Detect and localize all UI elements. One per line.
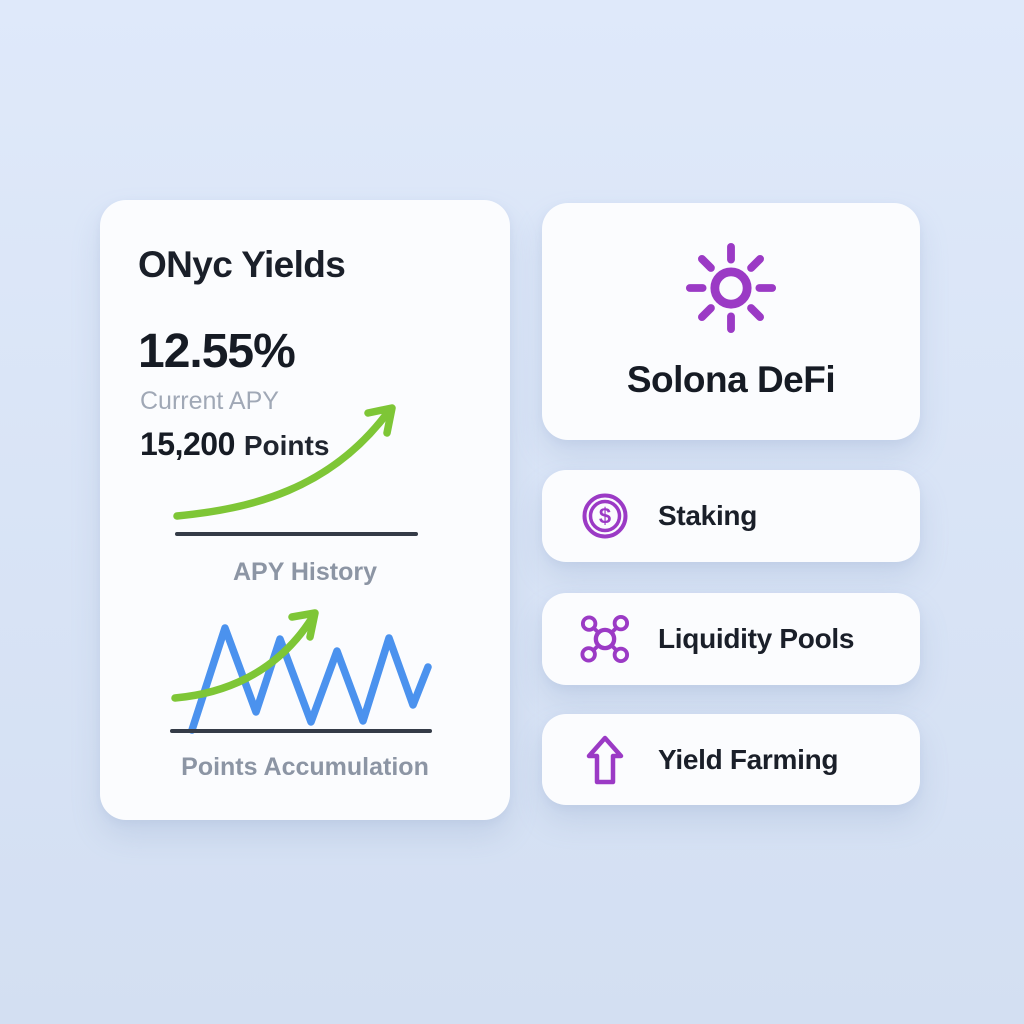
points-trend-curve [171,614,316,702]
points-total: 15,200 Points [140,426,329,463]
points-accumulation-label: Points Accumulation [181,753,429,781]
menu-item-label: Yield Farming [658,743,839,775]
menu-item-yield-farming[interactable]: Yield Farming [542,714,920,805]
molecule-icon [580,613,630,665]
points-value: 15,200 [140,426,235,462]
apy-history-chart [173,404,418,536]
menu-item-label: Staking [658,500,758,531]
menu-item-staking[interactable]: $ Staking [542,470,920,562]
yields-card-title: ONyc Yields [138,244,346,285]
sun-core [710,267,752,309]
coin-dollar-icon: $ [580,490,630,542]
apy-history-label: APY History [232,558,378,586]
arrow-up-icon [580,734,630,786]
sun-rays [685,242,777,334]
apy-trend-arrowhead-icon [364,404,396,437]
apy-trend-curve [173,408,392,520]
dollar-symbol: $ [599,504,611,529]
points-unit-label: Points [243,430,330,461]
sun-icon [685,242,777,334]
current-apy-label: Current APY [140,387,279,415]
points-trend-arrowhead-icon [288,609,319,641]
yields-card: ONyc Yields 12.55% Current APY 15,200 Poi… [100,200,510,820]
points-zigzag-line [188,624,432,734]
menu-item-liquidity-pools[interactable]: Liquidity Pools [542,593,920,685]
protocol-card[interactable]: Solona DeFi [542,203,920,440]
protocol-title: Solona DeFi [626,359,836,400]
menu-item-label: Liquidity Pools [658,623,855,654]
points-accumulation-chart [170,609,432,734]
current-apy-value: 12.55% [138,325,296,378]
